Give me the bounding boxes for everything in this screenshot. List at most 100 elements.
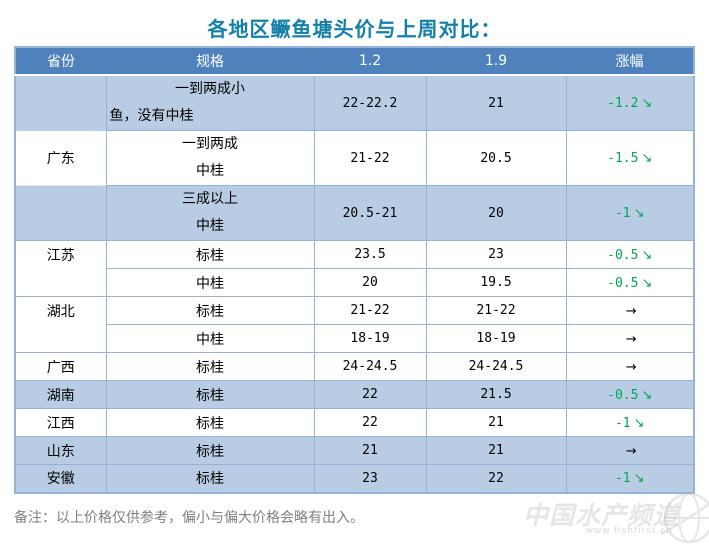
change-cell: -0.5 ↘ xyxy=(565,268,695,297)
table-row: 湖北 标桂 21-22 21-22 → xyxy=(14,296,695,353)
col-header-spec: 规格 xyxy=(106,47,314,76)
province-cell-guangdong: 广东 xyxy=(14,74,107,241)
price-1-9-cell: 23 xyxy=(425,240,567,269)
change-value: -1 xyxy=(614,206,631,221)
trend-down-arrow-icon: ↘ xyxy=(633,206,645,221)
table-row: 广东 一到两成小 鱼，没有中桂 22-22.2 21 -1.2 ↘ xyxy=(14,74,695,241)
table-row: 三成以上 中桂 20.5-21 20 -1 ↘ xyxy=(15,185,695,241)
change-cell: → xyxy=(565,352,695,381)
table-row: 广西 标桂 24-24.5 24-24.5 → xyxy=(14,352,695,381)
table-row: 湖南 标桂 22 21.5 -0.5 ↘ xyxy=(14,380,695,409)
spec-line: 鱼，没有中桂 xyxy=(109,108,194,124)
price-1-9-cell: 24-24.5 xyxy=(425,352,567,381)
price-1-2-cell: 23 xyxy=(313,464,427,493)
price-1-9-cell: 20.5 xyxy=(425,130,567,186)
change-cell: -0.5 ↘ xyxy=(565,380,695,409)
price-1-9-cell: 18-19 xyxy=(425,324,567,353)
spec-cell: 中桂 xyxy=(105,268,315,297)
price-1-9-cell: 21 xyxy=(425,408,567,437)
trend-flat-arrow-icon: → xyxy=(625,359,637,375)
price-1-9-cell: 20 xyxy=(425,185,567,241)
change-cell: -1 ↘ xyxy=(565,185,695,241)
trend-down-arrow-icon: ↘ xyxy=(641,387,653,403)
price-table: 省份 规格 1.2 1.9 涨幅 广东 一到两成小 鱼，没有中桂 22-22.2… xyxy=(14,46,695,494)
province-cell-guangxi: 广西 xyxy=(14,352,107,381)
province-cell-shandong: 山东 xyxy=(14,436,107,465)
trend-flat-arrow-icon: → xyxy=(625,331,637,347)
price-1-9-cell: 21-22 xyxy=(425,296,567,325)
trend-flat-arrow-icon: → xyxy=(625,443,637,459)
spec-line: 一到两成 xyxy=(182,136,238,152)
watermark-brand: 中国水产频道 xyxy=(522,501,679,530)
spec-line: 三成以上 xyxy=(182,191,238,207)
price-1-2-cell: 20.5-21 xyxy=(313,185,427,241)
price-1-9-cell: 22 xyxy=(425,464,567,493)
spec-line: 中桂 xyxy=(196,218,224,234)
change-cell: → xyxy=(565,436,695,465)
spec-cell: 标桂 xyxy=(105,464,315,493)
table-row: 一到两成 中桂 21-22 20.5 -1.5 ↘ xyxy=(15,130,695,186)
price-1-9-cell: 21.5 xyxy=(425,380,567,409)
spec-cell: 标桂 xyxy=(105,380,315,409)
price-1-2-cell: 24-24.5 xyxy=(313,352,427,381)
trend-down-arrow-icon: ↘ xyxy=(633,415,645,431)
price-1-2-cell: 20 xyxy=(313,268,427,297)
price-1-2-cell: 21-22 xyxy=(313,130,427,186)
spec-line: 一到两成小 xyxy=(175,81,245,97)
change-value: -1 xyxy=(614,415,631,431)
price-1-2-cell: 22-22.2 xyxy=(313,74,427,131)
change-value: -0.5 xyxy=(607,247,639,263)
table-row: 山东 标桂 21 21 → xyxy=(14,436,695,465)
province-label: 江苏 xyxy=(46,248,75,264)
change-cell: -1.5 ↘ xyxy=(565,130,695,186)
price-1-2-cell: 21-22 xyxy=(313,296,427,325)
province-cell-anhui: 安徽 xyxy=(14,464,107,493)
trend-down-arrow-icon: ↘ xyxy=(641,275,653,291)
province-label: 湖北 xyxy=(46,304,75,320)
spec-line: 中桂 xyxy=(196,163,224,179)
spec-cell: 标桂 xyxy=(105,436,315,465)
col-header-province: 省份 xyxy=(15,47,106,76)
price-1-2-cell: 21 xyxy=(313,436,427,465)
province-cell-jiangsu: 江苏 xyxy=(14,240,107,297)
table-row: 安徽 标桂 23 22 -1 ↘ xyxy=(14,464,695,493)
col-header-size-1-2: 1.2 xyxy=(314,47,426,76)
globe-icon xyxy=(660,492,709,544)
price-1-9-cell: 21 xyxy=(425,436,567,465)
watermark: 中国水产频道 www.fishfirst.cn xyxy=(522,492,709,547)
spec-cell: 中桂 xyxy=(105,324,315,353)
price-1-9-cell: 19.5 xyxy=(425,268,567,297)
change-cell: -1 ↘ xyxy=(565,464,695,493)
change-cell: -1 ↘ xyxy=(565,408,695,437)
spec-cell: 标桂 xyxy=(105,352,315,381)
price-1-2-cell: 22 xyxy=(313,408,427,437)
footnote: 备注：以上价格仅供参考，偏小与偏大价格会略有出入。 xyxy=(14,510,364,526)
spec-cell: 标桂 xyxy=(105,296,315,325)
change-value: -1.5 xyxy=(607,151,639,166)
spec-cell: 三成以上 中桂 xyxy=(105,185,315,241)
spec-cell: 一到两成 中桂 xyxy=(105,130,315,186)
page-title: 各地区鳜鱼塘头价与上周对比： xyxy=(207,17,502,41)
trend-down-arrow-icon: ↘ xyxy=(633,471,645,487)
table-row: 江西 标桂 22 21 -1 ↘ xyxy=(14,408,695,437)
change-value: -0.5 xyxy=(607,387,639,403)
change-value: -0.5 xyxy=(607,275,639,291)
col-header-size-1-9: 1.9 xyxy=(426,47,566,76)
province-cell-jiangxi: 江西 xyxy=(14,408,107,437)
change-cell: → xyxy=(565,324,695,353)
trend-down-arrow-icon: ↘ xyxy=(641,96,653,111)
watermark-url: www.fishfirst.cn xyxy=(585,526,673,536)
table-row: 中桂 20 19.5 -0.5 ↘ xyxy=(15,268,695,297)
trend-down-arrow-icon: ↘ xyxy=(641,247,653,263)
price-1-2-cell: 18-19 xyxy=(313,324,427,353)
change-cell: -1.2 ↘ xyxy=(565,74,695,131)
spec-cell: 标桂 xyxy=(105,408,315,437)
table-row: 中桂 18-19 18-19 → xyxy=(15,324,695,353)
change-value: -1.2 xyxy=(607,96,639,111)
price-1-2-cell: 22 xyxy=(313,380,427,409)
province-cell-hunan: 湖南 xyxy=(14,380,107,409)
province-cell-hubei: 湖北 xyxy=(14,296,107,353)
price-1-9-cell: 21 xyxy=(425,74,567,131)
spec-cell: 标桂 xyxy=(105,240,315,269)
